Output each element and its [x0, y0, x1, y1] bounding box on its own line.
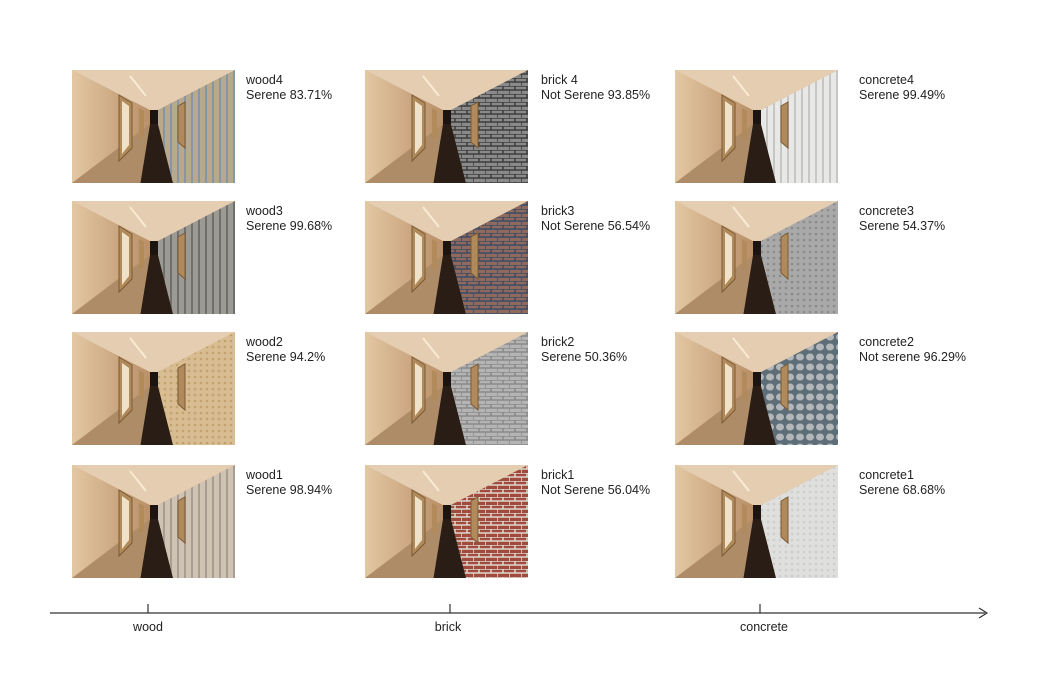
corridor-render-image — [675, 332, 838, 445]
corridor-render-image — [675, 465, 838, 578]
sample-caption: concrete2 Not serene 96.29% — [859, 335, 966, 365]
sample-name: brick 4 — [541, 73, 578, 87]
axis-label-brick: brick — [434, 620, 462, 634]
serenity-result: Serene 94.2% — [246, 350, 326, 364]
axis-label-concrete: concrete — [740, 620, 788, 634]
sample-name: wood3 — [246, 204, 283, 218]
sample-name: brick2 — [541, 335, 575, 349]
serenity-result: Serene 99.49% — [859, 88, 946, 102]
corridor-render-image — [365, 465, 528, 578]
sample-name: brick1 — [541, 468, 575, 482]
sample-name: concrete4 — [859, 73, 914, 87]
axis-arrowhead — [978, 607, 989, 619]
serenity-result: Serene 99.68% — [246, 219, 333, 233]
corridor-render-image — [675, 201, 838, 314]
serenity-result: Not Serene 56.54% — [541, 219, 651, 233]
sample-name: wood1 — [246, 468, 283, 482]
sample-caption: brick 4 Not Serene 93.85% — [541, 73, 650, 103]
sample-caption: wood4 Serene 83.71% — [246, 73, 332, 103]
sample-caption: concrete4 Serene 99.49% — [859, 73, 945, 103]
serenity-result: Not Serene 56.04% — [541, 483, 651, 497]
sample-caption: wood1 Serene 98.94% — [246, 468, 332, 498]
sample-caption: brick3 Not Serene 56.54% — [541, 204, 650, 234]
corridor-render-image — [72, 201, 235, 314]
corridor-render-image — [72, 465, 235, 578]
corridor-render-image — [365, 70, 528, 183]
serenity-result: Serene 68.68% — [859, 483, 946, 497]
sample-name: wood2 — [246, 335, 283, 349]
sample-caption: wood3 Serene 99.68% — [246, 204, 332, 234]
serenity-result: Serene 50.36% — [541, 350, 628, 364]
sample-caption: concrete3 Serene 54.37% — [859, 204, 945, 234]
sample-caption: brick1 Not Serene 56.04% — [541, 468, 650, 498]
serenity-result: Serene 54.37% — [859, 219, 946, 233]
sample-caption: concrete1 Serene 68.68% — [859, 468, 945, 498]
sample-caption: brick2 Serene 50.36% — [541, 335, 627, 365]
sample-caption: wood2 Serene 94.2% — [246, 335, 325, 365]
serenity-result: Serene 98.94% — [246, 483, 333, 497]
sample-name: concrete1 — [859, 468, 914, 482]
sample-name: concrete3 — [859, 204, 914, 218]
serenity-result: Not Serene 93.85% — [541, 88, 651, 102]
corridor-render-image — [72, 70, 235, 183]
axis-label-wood: wood — [133, 620, 163, 634]
corridor-render-image — [365, 332, 528, 445]
corridor-render-image — [675, 70, 838, 183]
sample-name: brick3 — [541, 204, 575, 218]
corridor-render-image — [365, 201, 528, 314]
sample-name: wood4 — [246, 73, 283, 87]
corridor-render-image — [72, 332, 235, 445]
sample-name: concrete2 — [859, 335, 914, 349]
serenity-result: Not serene 96.29% — [859, 350, 967, 364]
serenity-result: Serene 83.71% — [246, 88, 333, 102]
